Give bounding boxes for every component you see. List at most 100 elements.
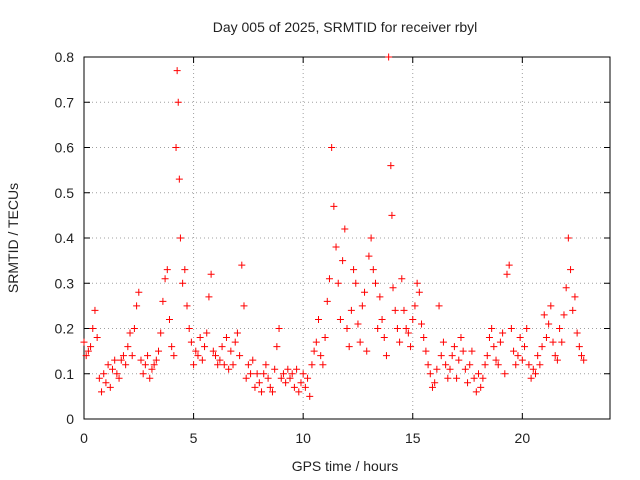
data-point — [488, 325, 496, 332]
data-point — [113, 370, 121, 378]
data-point — [558, 338, 566, 346]
data-point — [490, 343, 498, 351]
data-point — [361, 288, 369, 296]
data-point — [396, 338, 404, 346]
data-point — [553, 356, 561, 364]
data-point — [231, 338, 239, 346]
data-point — [236, 352, 244, 360]
y-tick-label: 0.2 — [55, 321, 75, 337]
data-point — [176, 234, 184, 242]
data-point — [542, 334, 550, 342]
data-point — [181, 266, 189, 274]
data-point — [569, 306, 577, 314]
data-point — [135, 288, 143, 296]
data-point — [485, 334, 493, 342]
data-point — [411, 302, 419, 310]
data-point — [393, 325, 401, 332]
data-point — [227, 347, 235, 355]
data-point — [521, 343, 529, 351]
data-point — [556, 325, 564, 332]
data-point — [380, 334, 388, 342]
data-point — [279, 370, 287, 378]
data-point — [391, 306, 399, 314]
data-point — [334, 279, 342, 287]
y-axis-label: SRMTID / TECUs — [5, 183, 21, 293]
data-point — [203, 329, 211, 337]
data-point — [332, 243, 340, 251]
data-point — [350, 266, 358, 274]
data-point — [196, 334, 204, 342]
data-point — [299, 370, 307, 378]
data-point — [244, 361, 252, 369]
data-point — [571, 293, 579, 301]
data-point — [161, 275, 169, 283]
data-point — [258, 388, 266, 396]
data-point — [387, 162, 395, 170]
data-point — [111, 356, 119, 364]
data-point — [310, 347, 318, 355]
data-point — [240, 302, 248, 310]
data-point — [89, 325, 97, 332]
data-point — [431, 379, 439, 387]
x-tick-label: 5 — [190, 430, 198, 446]
data-point — [510, 347, 518, 355]
data-point — [198, 356, 206, 364]
data-point — [547, 302, 555, 310]
data-point — [444, 374, 452, 382]
data-point — [115, 374, 123, 382]
data-point — [536, 361, 544, 369]
data-point — [461, 365, 469, 373]
data-point — [183, 302, 191, 310]
data-point — [187, 338, 195, 346]
data-point — [266, 383, 274, 391]
data-point — [352, 279, 360, 287]
data-point — [126, 329, 134, 337]
y-tick-label: 0.1 — [55, 366, 75, 382]
data-point — [102, 379, 110, 387]
data-point — [148, 365, 156, 373]
data-point — [201, 343, 209, 351]
data-point — [238, 261, 246, 269]
y-tick-label: 0.6 — [55, 140, 75, 156]
data-point — [341, 225, 349, 233]
data-point — [388, 211, 396, 219]
data-point — [442, 361, 450, 369]
data-point — [492, 356, 500, 364]
data-point — [415, 288, 423, 296]
data-point — [409, 315, 417, 323]
data-point — [501, 370, 509, 378]
data-point — [496, 338, 504, 346]
data-point — [174, 98, 182, 106]
data-point — [146, 374, 154, 382]
data-point — [433, 365, 441, 373]
data-point — [185, 325, 193, 332]
y-tick-label: 0.7 — [55, 94, 75, 110]
x-tick-label: 10 — [295, 430, 311, 446]
data-point — [173, 67, 181, 75]
data-point — [165, 315, 173, 323]
data-point — [365, 252, 373, 260]
data-point — [470, 374, 478, 382]
data-point — [301, 383, 309, 391]
y-tick-label: 0.5 — [55, 185, 75, 201]
data-point — [564, 234, 572, 242]
data-point — [209, 347, 217, 355]
data-point — [551, 352, 559, 360]
data-point — [130, 325, 138, 332]
data-point — [437, 352, 445, 360]
data-point — [87, 343, 95, 351]
data-point — [567, 266, 575, 274]
data-point — [549, 338, 557, 346]
y-tick-label: 0 — [66, 411, 74, 427]
x-tick-label: 20 — [515, 430, 531, 446]
data-point — [288, 370, 296, 378]
data-point — [128, 352, 136, 360]
data-point — [277, 374, 285, 382]
data-point — [413, 279, 421, 287]
data-point — [284, 365, 292, 373]
data-point — [91, 306, 99, 314]
data-point — [179, 279, 187, 287]
data-point — [531, 370, 539, 378]
data-point — [575, 343, 583, 351]
data-point — [448, 352, 456, 360]
